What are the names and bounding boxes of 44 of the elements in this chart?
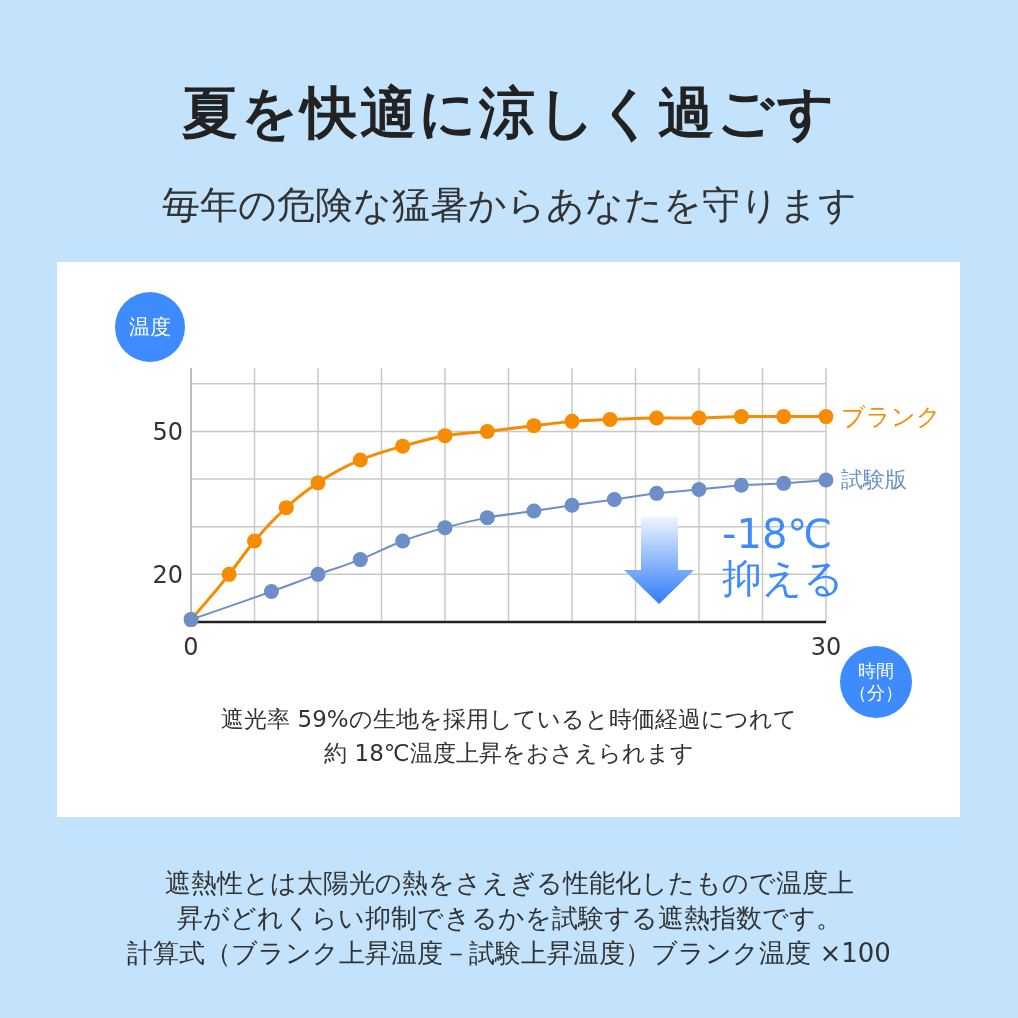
point <box>776 475 792 491</box>
chart-subtitle: 毎年の危険な猛暑からあなたを守ります <box>160 182 858 229</box>
text: 遮光率 59%の生地を採用していると時価経過につれて約 18℃温度上昇をおさえられます <box>220 705 798 768</box>
x-tick-label: 0 <box>183 633 199 662</box>
point <box>395 533 411 549</box>
point <box>649 485 665 501</box>
point <box>649 410 665 426</box>
point <box>247 533 262 549</box>
point <box>437 428 453 444</box>
point <box>526 503 542 519</box>
x-axis-title: 時間（分） <box>848 660 904 704</box>
point <box>606 492 622 508</box>
point <box>263 584 279 599</box>
point <box>479 423 495 439</box>
point <box>310 566 326 582</box>
point <box>776 409 792 425</box>
x-tick-label: 30 <box>810 633 842 662</box>
point <box>221 566 237 582</box>
point <box>602 411 618 427</box>
point <box>818 472 834 488</box>
point <box>526 418 542 434</box>
point <box>352 452 368 468</box>
point <box>691 482 707 498</box>
series-label: ブランク <box>841 402 941 431</box>
point <box>437 520 453 536</box>
chart-title: 夏を快適に涼しく過ごす <box>180 79 838 147</box>
annotation: -18℃抑える <box>722 511 845 601</box>
y-tick-label: 20 <box>152 560 183 589</box>
text: 計算式（ブランク上昇温度－試験上昇温度）ブランク温度 ×100 <box>126 937 892 970</box>
point <box>818 409 834 425</box>
point <box>564 497 580 513</box>
point <box>733 477 749 493</box>
series-label: 試験版 <box>841 467 907 493</box>
point <box>395 438 411 454</box>
text: 遮熱性とは太陽光の熱をさえぎる性能化したもので温度上昇がどれくらい抑制できるかを試験する遮熱指数です。 <box>163 867 855 935</box>
point <box>733 409 749 425</box>
point <box>278 500 294 516</box>
y-axis-title: 温度 <box>129 314 171 341</box>
point <box>310 475 326 491</box>
point <box>564 413 580 429</box>
point <box>352 552 368 568</box>
point <box>479 510 495 526</box>
point <box>691 410 707 426</box>
y-tick-label: 50 <box>152 417 183 446</box>
